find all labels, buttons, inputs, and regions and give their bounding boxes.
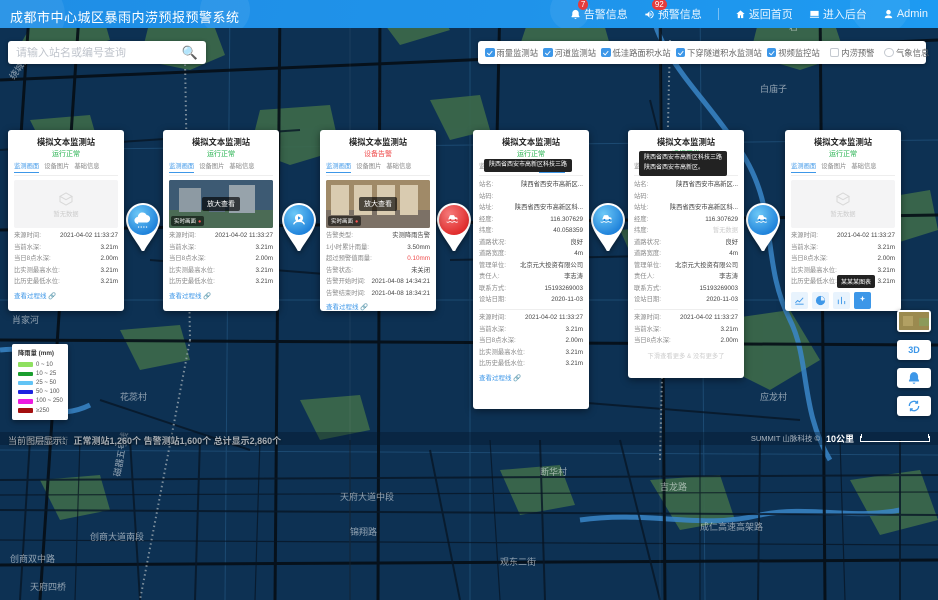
svg-text:观东二街: 观东二街: [500, 556, 536, 567]
svg-text:天府四桥: 天府四桥: [30, 581, 66, 592]
svg-text:花蕊村: 花蕊村: [120, 391, 147, 402]
svg-text:白庙子: 白庙子: [760, 83, 787, 94]
svg-text:天府大道中段: 天府大道中段: [340, 491, 394, 502]
svg-text:应龙村: 应龙村: [760, 391, 787, 402]
svg-text:创商大道南段: 创商大道南段: [90, 531, 144, 542]
svg-text:断华村: 断华村: [540, 466, 567, 477]
svg-text:肖家河: 肖家河: [12, 314, 39, 325]
svg-text:锦翔路: 锦翔路: [350, 526, 377, 537]
svg-text:吉龙路: 吉龙路: [660, 481, 687, 492]
svg-text:创商双中路: 创商双中路: [10, 553, 55, 564]
svg-text:成仁高速高架路: 成仁高速高架路: [700, 521, 763, 532]
